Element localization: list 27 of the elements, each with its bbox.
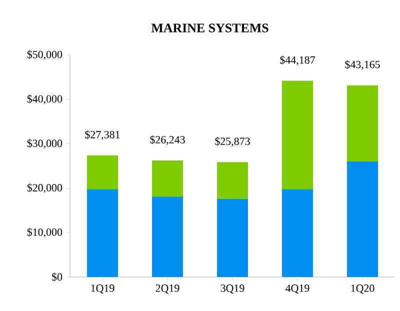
total-label: $44,187 [280,56,315,66]
y-tick-label: $40,000 [27,94,62,104]
bar [87,155,118,190]
x-tick-label: 2Q19 [156,284,180,294]
y-tick-label: $50,000 [27,50,62,60]
x-tick-label: 3Q19 [220,284,244,294]
bar [152,196,183,277]
chart-title: MARINE SYSTEMS [151,24,268,32]
total-label: $25,873 [215,136,250,147]
bar [282,189,314,277]
y-tick-label: $20,000 [27,183,62,194]
y-tick-label: $10,000 [27,228,62,238]
bar [217,162,248,199]
bar [347,162,378,277]
bar [152,160,183,197]
total-label: $27,381 [85,130,120,140]
total-label: $26,243 [150,135,185,145]
total-label: $43,165 [345,60,380,70]
y-tick-label: $30,000 [27,138,62,149]
bar [87,189,118,277]
bar [282,80,314,190]
bar [347,85,378,162]
x-tick-label: 1Q19 [91,284,114,294]
x-tick-label: 4Q19 [286,284,310,294]
x-tick-label: 1Q20 [351,284,374,294]
bar [217,198,248,277]
y-tick-label: $0 [52,272,62,282]
